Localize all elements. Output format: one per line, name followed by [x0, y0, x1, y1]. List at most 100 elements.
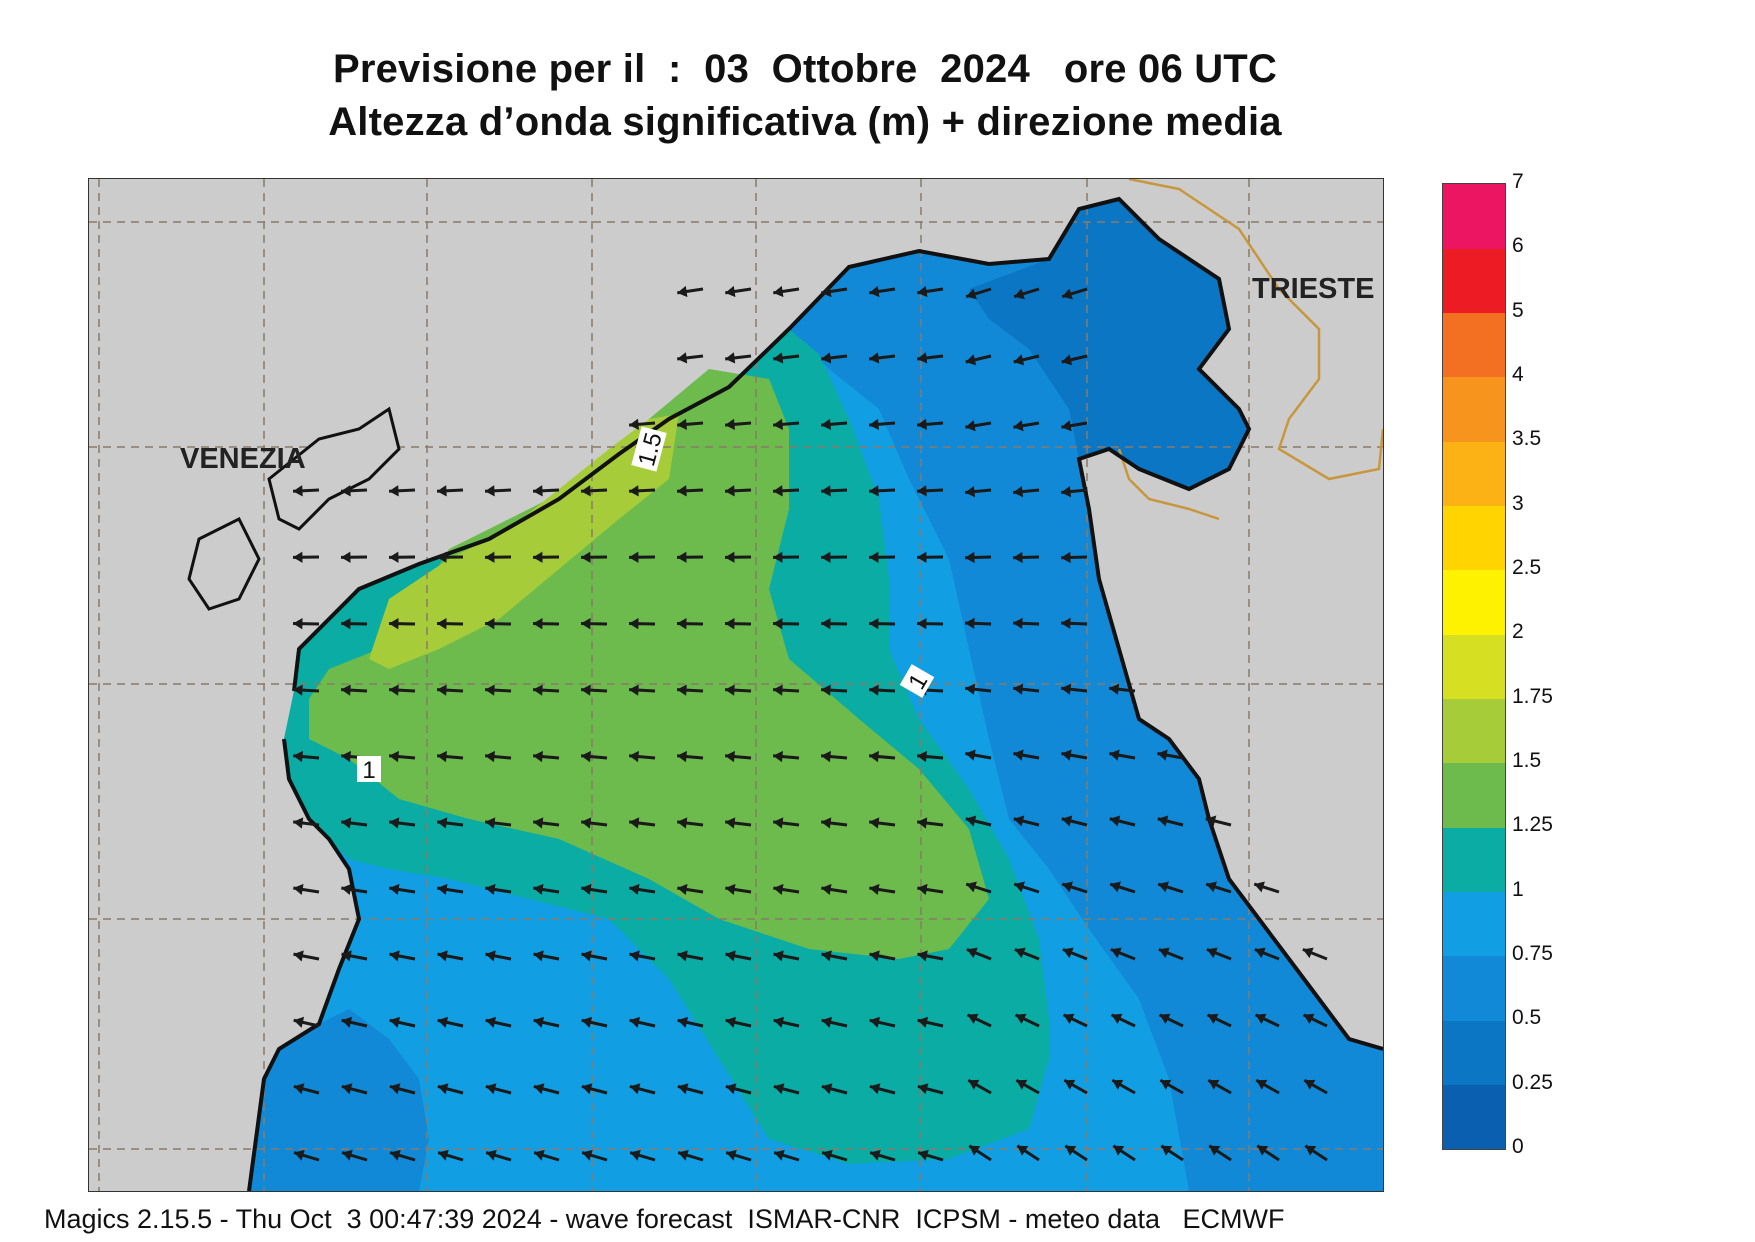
direction-arrowhead	[1157, 749, 1168, 761]
direction-arrowhead	[773, 285, 784, 298]
direction-arrowhead	[918, 1149, 929, 1161]
direction-arrowhead	[437, 551, 447, 563]
direction-arrowhead	[821, 883, 832, 896]
direction-arrowhead	[821, 618, 831, 630]
direction-arrowhead	[725, 684, 735, 696]
direction-arrowhead	[965, 485, 976, 498]
direction-arrowhead	[725, 883, 736, 896]
direction-arrowhead	[677, 684, 687, 696]
direction-arrowhead	[969, 1145, 981, 1156]
direction-arrowhead	[677, 485, 687, 497]
direction-arrowhead	[773, 551, 783, 563]
direction-arrowhead	[1013, 354, 1025, 366]
direction-arrowhead	[1061, 815, 1073, 827]
direction-arrowhead	[1110, 947, 1122, 959]
map-canvas: 1.5 1 1	[89, 179, 1383, 1191]
direction-arrowhead	[533, 817, 544, 829]
direction-arrowhead	[1159, 1013, 1171, 1024]
direction-arrowhead	[389, 817, 400, 829]
direction-arrowhead	[1109, 815, 1121, 827]
direction-arrowhead	[821, 684, 831, 696]
direction-arrowhead	[917, 1083, 929, 1095]
legend-label: 7	[1512, 170, 1524, 193]
direction-arrowhead	[341, 1083, 353, 1095]
direction-arrowhead	[965, 749, 976, 761]
direction-arrowhead	[1158, 881, 1169, 893]
legend-band-1.75	[1443, 634, 1505, 700]
legend-label: 3	[1512, 491, 1524, 515]
direction-arrowhead	[677, 883, 688, 896]
direction-arrowhead	[485, 485, 495, 497]
legend-band-0.5	[1443, 956, 1505, 1021]
direction-arrowhead	[678, 1149, 689, 1161]
direction-arrowhead	[390, 1149, 401, 1161]
direction-arrowhead	[1161, 1145, 1173, 1156]
direction-arrowhead	[1061, 683, 1072, 695]
direction-arrowhead	[869, 950, 880, 962]
direction-arrowhead	[821, 1016, 833, 1028]
direction-arrowhead	[581, 684, 591, 696]
direction-arrowhead	[1109, 683, 1120, 695]
direction-arrowhead	[533, 750, 543, 763]
legend-label: 3.5	[1512, 427, 1542, 451]
direction-arrowhead	[965, 815, 977, 827]
direction-arrowhead	[1254, 947, 1266, 959]
direction-arrowhead	[725, 817, 736, 829]
legend-band-1.5	[1443, 698, 1505, 764]
direction-arrowhead	[869, 1016, 881, 1028]
direction-arrowhead	[629, 950, 640, 962]
direction-arrowhead	[1062, 288, 1073, 300]
direction-arrowhead	[869, 352, 880, 364]
direction-arrowhead	[293, 950, 304, 962]
direction-arrowhead	[869, 418, 879, 431]
direction-arrowhead	[438, 1149, 449, 1161]
direction-arrowhead	[341, 750, 351, 763]
contour-label-1-east: 1	[899, 664, 935, 698]
wave-direction-arrows	[292, 285, 1328, 1162]
direction-arrowhead	[677, 418, 687, 431]
direction-arrowhead	[869, 684, 879, 696]
direction-arrowhead	[1013, 617, 1023, 630]
direction-arrowhead	[1158, 947, 1170, 959]
direction-arrowhead	[485, 618, 495, 630]
direction-arrowhead	[869, 618, 879, 630]
legend-band-3	[1443, 441, 1505, 507]
direction-arrowhead	[1065, 1145, 1077, 1156]
direction-arrowhead	[966, 881, 977, 893]
legend-band-5	[1443, 248, 1505, 314]
direction-arrowhead	[821, 817, 832, 829]
direction-arrowhead	[294, 1149, 305, 1161]
direction-arrowhead	[629, 485, 639, 497]
direction-arrowhead	[965, 354, 977, 366]
direction-arrowhead	[581, 883, 592, 896]
direction-arrowhead	[725, 618, 735, 630]
legend-label: 0	[1512, 1135, 1524, 1158]
direction-arrowhead	[725, 1083, 737, 1095]
direction-arrowhead	[917, 485, 927, 497]
legend-label: 0.25	[1512, 1070, 1553, 1094]
direction-arrowhead	[869, 817, 880, 829]
color-scale-legend	[1442, 183, 1506, 1150]
direction-arrowhead	[629, 817, 640, 829]
direction-arrowhead	[1063, 1013, 1075, 1024]
direction-arrowhead	[870, 1149, 881, 1161]
direction-arrowhead	[821, 352, 832, 364]
legend-band-3.5	[1443, 377, 1505, 442]
direction-arrowhead	[967, 1013, 979, 1024]
legend-band-6	[1443, 184, 1505, 249]
wave-zone-1.5	[369, 414, 679, 669]
direction-arrowhead	[1305, 1145, 1317, 1156]
direction-arrowhead	[437, 950, 448, 962]
svg-text:1: 1	[362, 757, 375, 784]
lagoon-islands-2	[187, 516, 261, 611]
direction-arrowhead	[917, 817, 928, 829]
direction-arrowhead	[437, 750, 447, 763]
wave-zone-1.25	[309, 369, 989, 959]
direction-arrowhead	[533, 950, 544, 962]
legend-label: 2.5	[1512, 556, 1542, 579]
legend-label: 4	[1512, 363, 1524, 386]
direction-arrowhead	[869, 750, 879, 763]
direction-arrowhead	[485, 684, 495, 696]
direction-arrowhead	[389, 950, 400, 962]
direction-arrowhead	[869, 485, 879, 497]
